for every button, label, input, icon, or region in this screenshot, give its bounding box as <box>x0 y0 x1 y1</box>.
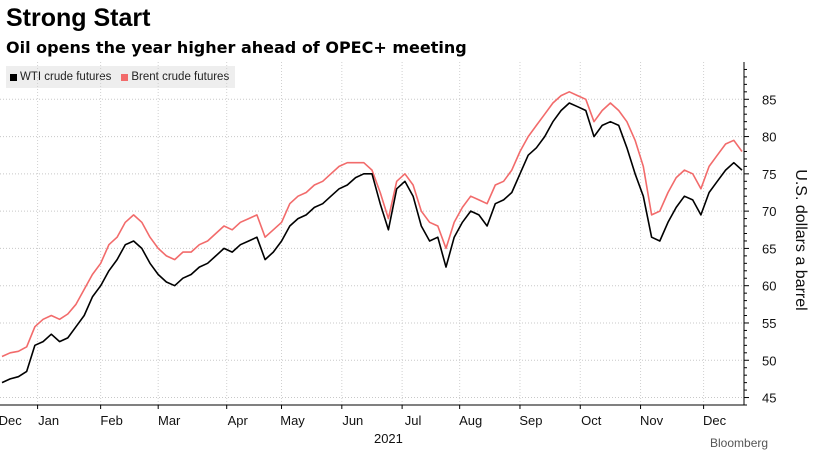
y-tick-label: 85 <box>762 92 776 107</box>
y-tick-label: 65 <box>762 241 776 256</box>
x-tick-label: May <box>280 413 305 428</box>
y-tick-label: 60 <box>762 279 776 294</box>
x-tick-label: Aug <box>459 413 482 428</box>
legend-swatch-wti <box>10 73 17 81</box>
x-tick-label: Nov <box>640 413 664 428</box>
legend-label-brent: Brent crude futures <box>131 71 230 83</box>
y-tick-label: 80 <box>762 130 776 145</box>
y-tick-label: 70 <box>762 204 776 219</box>
x-tick-label: Jul <box>405 413 422 428</box>
legend-item-brent: Brent crude futures <box>121 71 229 83</box>
series-lines <box>1 91 743 384</box>
x-tick-label: Feb <box>100 413 122 428</box>
x-year-label: 2021 <box>374 431 403 446</box>
y-tick-label: 55 <box>762 316 776 331</box>
x-tick-label: Jan <box>38 413 59 428</box>
series-line-brent <box>1 91 743 358</box>
series-line-wti <box>1 102 743 384</box>
y-tick-label: 75 <box>762 167 776 182</box>
y-tick-label: 45 <box>762 391 776 406</box>
x-tick-label: Oct <box>581 413 602 428</box>
legend-swatch-brent <box>121 73 129 81</box>
x-tick-label: Apr <box>228 413 249 428</box>
chart-subtitle: Oil opens the year higher ahead of OPEC+… <box>6 38 467 57</box>
x-tick-label: Jun <box>342 413 363 428</box>
gridlines <box>0 62 744 405</box>
x-tick-label: Dec <box>703 413 727 428</box>
chart-title: Strong Start <box>6 4 151 32</box>
legend-item-wti: WTI crude futures <box>10 71 111 83</box>
axes: 45 50 55 60 65 70 75 80 85 Dec Jan Feb Mar Apr May Jun J… <box>0 62 776 446</box>
y-axis-label: U.S. dollars a barrel <box>792 169 809 311</box>
legend-label-wti: WTI crude futures <box>20 71 112 83</box>
x-tick-label: Mar <box>158 413 181 428</box>
legend: WTI crude futures Brent crude futures <box>6 66 236 88</box>
y-tick-label: 50 <box>762 353 776 368</box>
source-logo: Bloomberg <box>710 436 769 450</box>
x-tick-label: Dec <box>0 413 22 428</box>
x-tick-label: Sep <box>519 413 542 428</box>
